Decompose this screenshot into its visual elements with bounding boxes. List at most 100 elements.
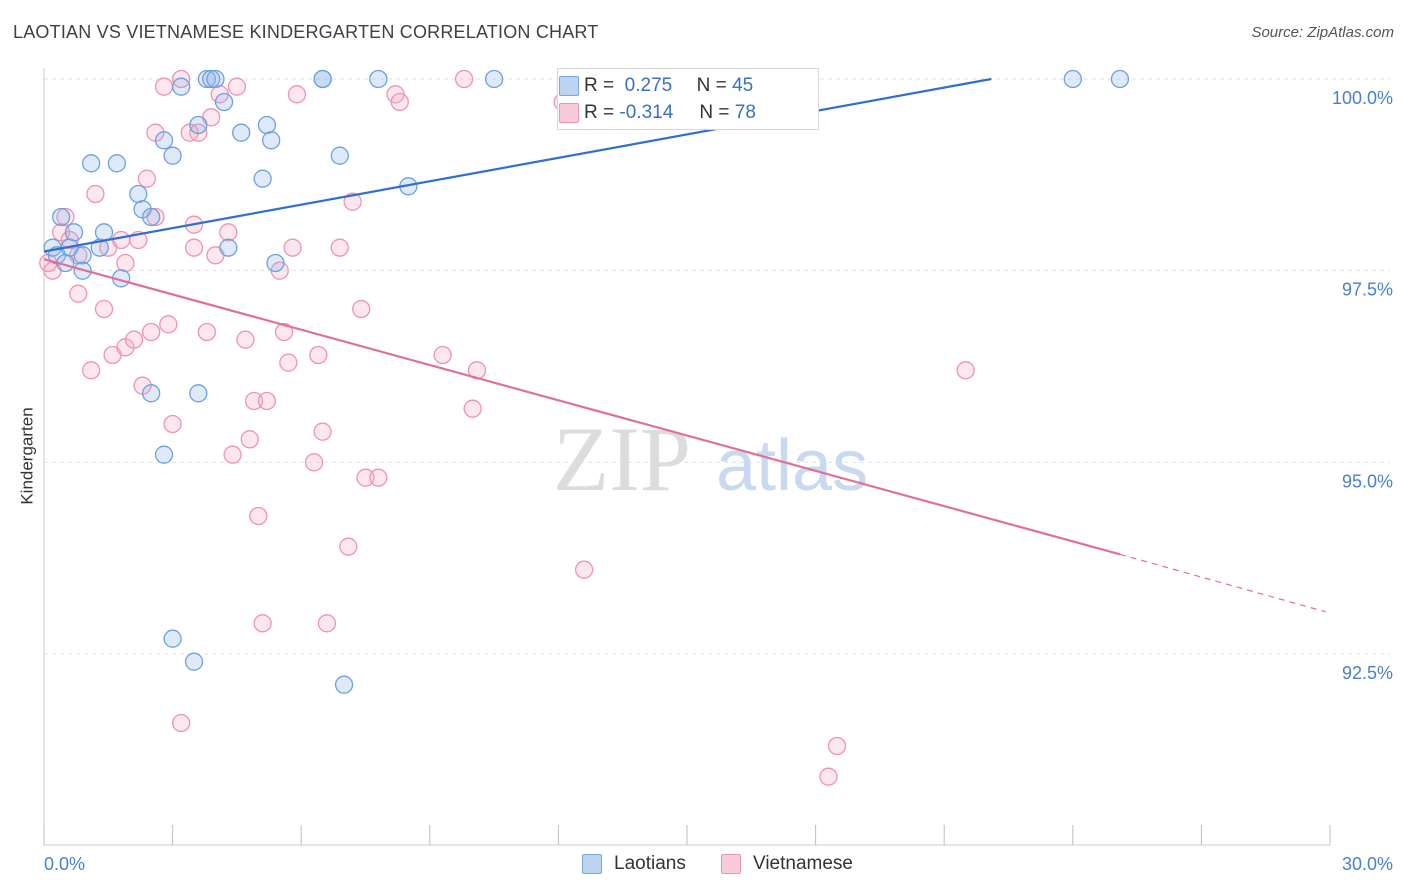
vietnamese-point — [236, 330, 255, 349]
vietnamese-point — [287, 85, 307, 104]
laotian-point — [253, 169, 272, 188]
vietnamese-point — [330, 238, 349, 257]
y-tick-label: 100.0% — [1332, 88, 1393, 108]
laotian-point — [51, 207, 71, 227]
vietnamese-point — [304, 453, 324, 472]
vietnamese-point — [223, 445, 242, 464]
vietnamese-point — [249, 506, 268, 526]
vietnamese-point — [189, 123, 208, 142]
vietnamese-point — [283, 238, 302, 257]
vietnamese-point — [56, 207, 75, 227]
vietnamese-point — [163, 414, 182, 434]
y-axis-label: Kindergarten — [17, 407, 37, 505]
laotian-point — [82, 154, 101, 173]
laotian-point — [257, 115, 277, 135]
correlation-legend: R = 0.275 N = 45 R = -0.314 N = 78 — [557, 68, 819, 130]
watermark-zip: ZIP — [553, 408, 691, 510]
vietnamese-point — [197, 322, 217, 342]
laotian-point — [334, 675, 354, 694]
vietnamese-point — [827, 736, 847, 756]
vietnamese-point — [82, 361, 101, 380]
laotian-point — [154, 445, 174, 464]
vietnamese-point — [69, 284, 88, 303]
laotian-point — [189, 115, 208, 135]
legend-r-label: R = — [584, 102, 615, 123]
laotian-point — [163, 146, 182, 165]
laotians-trend-line — [43, 77, 992, 253]
laotian-point — [94, 223, 114, 242]
vietnamese-point — [86, 184, 105, 204]
bottom-legend-label-vietnamese: Vietnamese — [753, 853, 853, 874]
bottom-legend-label-laotians: Laotians — [614, 853, 686, 874]
laotian-point — [313, 69, 332, 89]
bottom-legend-swatch-laotians — [582, 854, 602, 874]
watermark: ZIP atlas — [553, 408, 868, 510]
laotian-point — [142, 384, 161, 403]
laotian-point — [142, 207, 161, 227]
vietnamese-point — [116, 253, 135, 273]
vietnamese-point — [142, 322, 161, 342]
vietnamese-point — [124, 330, 144, 349]
laotian-point — [163, 629, 182, 648]
vietnamese-point — [159, 315, 178, 334]
vietnamese-trend-extension — [1119, 553, 1326, 613]
vietnamese-point — [574, 560, 594, 579]
vietnamese-point — [352, 299, 371, 319]
laotian-point — [369, 69, 388, 89]
legend-n-value-vietnamese: 78 — [734, 102, 756, 123]
axes — [43, 68, 1331, 846]
laotian-points — [43, 69, 1130, 694]
y-tick-label: 95.0% — [1342, 471, 1393, 491]
vietnamese-point — [257, 391, 277, 411]
vietnamese-point — [112, 230, 131, 250]
laotian-point — [214, 92, 234, 112]
vietnamese-point — [343, 192, 362, 211]
x-tick-label: 0.0% — [44, 854, 85, 874]
vietnamese-point — [390, 92, 409, 112]
vietnamese-point — [244, 391, 264, 411]
vietnamese-point — [819, 767, 838, 786]
vietnamese-point — [369, 468, 388, 487]
x-tick-label: 30.0% — [1342, 854, 1393, 874]
vietnamese-point — [309, 345, 328, 365]
vietnamese-point — [274, 322, 294, 342]
laotian-point — [154, 131, 174, 150]
laotian-point — [330, 146, 349, 165]
legend-swatch-vietnamese — [559, 103, 579, 123]
laotian-point — [184, 652, 204, 671]
trend-lines — [43, 77, 1326, 613]
vietnamese-point — [172, 69, 191, 89]
legend-n-label: N = — [699, 102, 730, 123]
laotian-point — [1063, 69, 1082, 89]
source-label: Source: ZipAtlas.com — [1251, 24, 1394, 41]
legend-r-value-laotians: 0.275 — [624, 75, 673, 96]
chart-title: LAOTIAN VS VIETNAMESE KINDERGARTEN CORRE… — [13, 22, 599, 42]
bottom-legend-vietnamese: Vietnamese — [721, 851, 853, 877]
laotian-point — [262, 131, 281, 150]
vietnamese-point — [240, 430, 259, 449]
vietnamese-point — [184, 238, 204, 257]
vietnamese-point — [219, 223, 238, 242]
laotian-point — [232, 123, 251, 142]
vietnamese-point — [154, 77, 174, 96]
laotian-point — [129, 184, 148, 204]
laotian-point — [266, 253, 285, 273]
vietnamese-point — [339, 537, 358, 556]
vietnamese-point — [279, 353, 298, 372]
legend-row-laotians: R = 0.275 N = 45 — [559, 73, 754, 99]
vietnamese-point — [956, 361, 975, 380]
vietnamese-point — [313, 422, 332, 441]
grid — [44, 78, 1390, 655]
laotian-point — [202, 69, 221, 89]
vietnamese-point — [433, 345, 452, 365]
tick-labels: 92.5% 95.0% 97.5% 100.0% 0.0% 30.0% — [44, 88, 1393, 874]
vietnamese-point — [94, 299, 114, 319]
vietnamese-point — [317, 614, 337, 633]
laotian-point — [107, 154, 127, 173]
legend-swatch-laotians — [559, 76, 579, 96]
laotian-point — [206, 69, 225, 89]
vietnamese-trend-line — [43, 258, 1121, 556]
watermark-atlas: atlas — [716, 426, 868, 506]
legend-n-value-laotians: 45 — [732, 75, 754, 96]
